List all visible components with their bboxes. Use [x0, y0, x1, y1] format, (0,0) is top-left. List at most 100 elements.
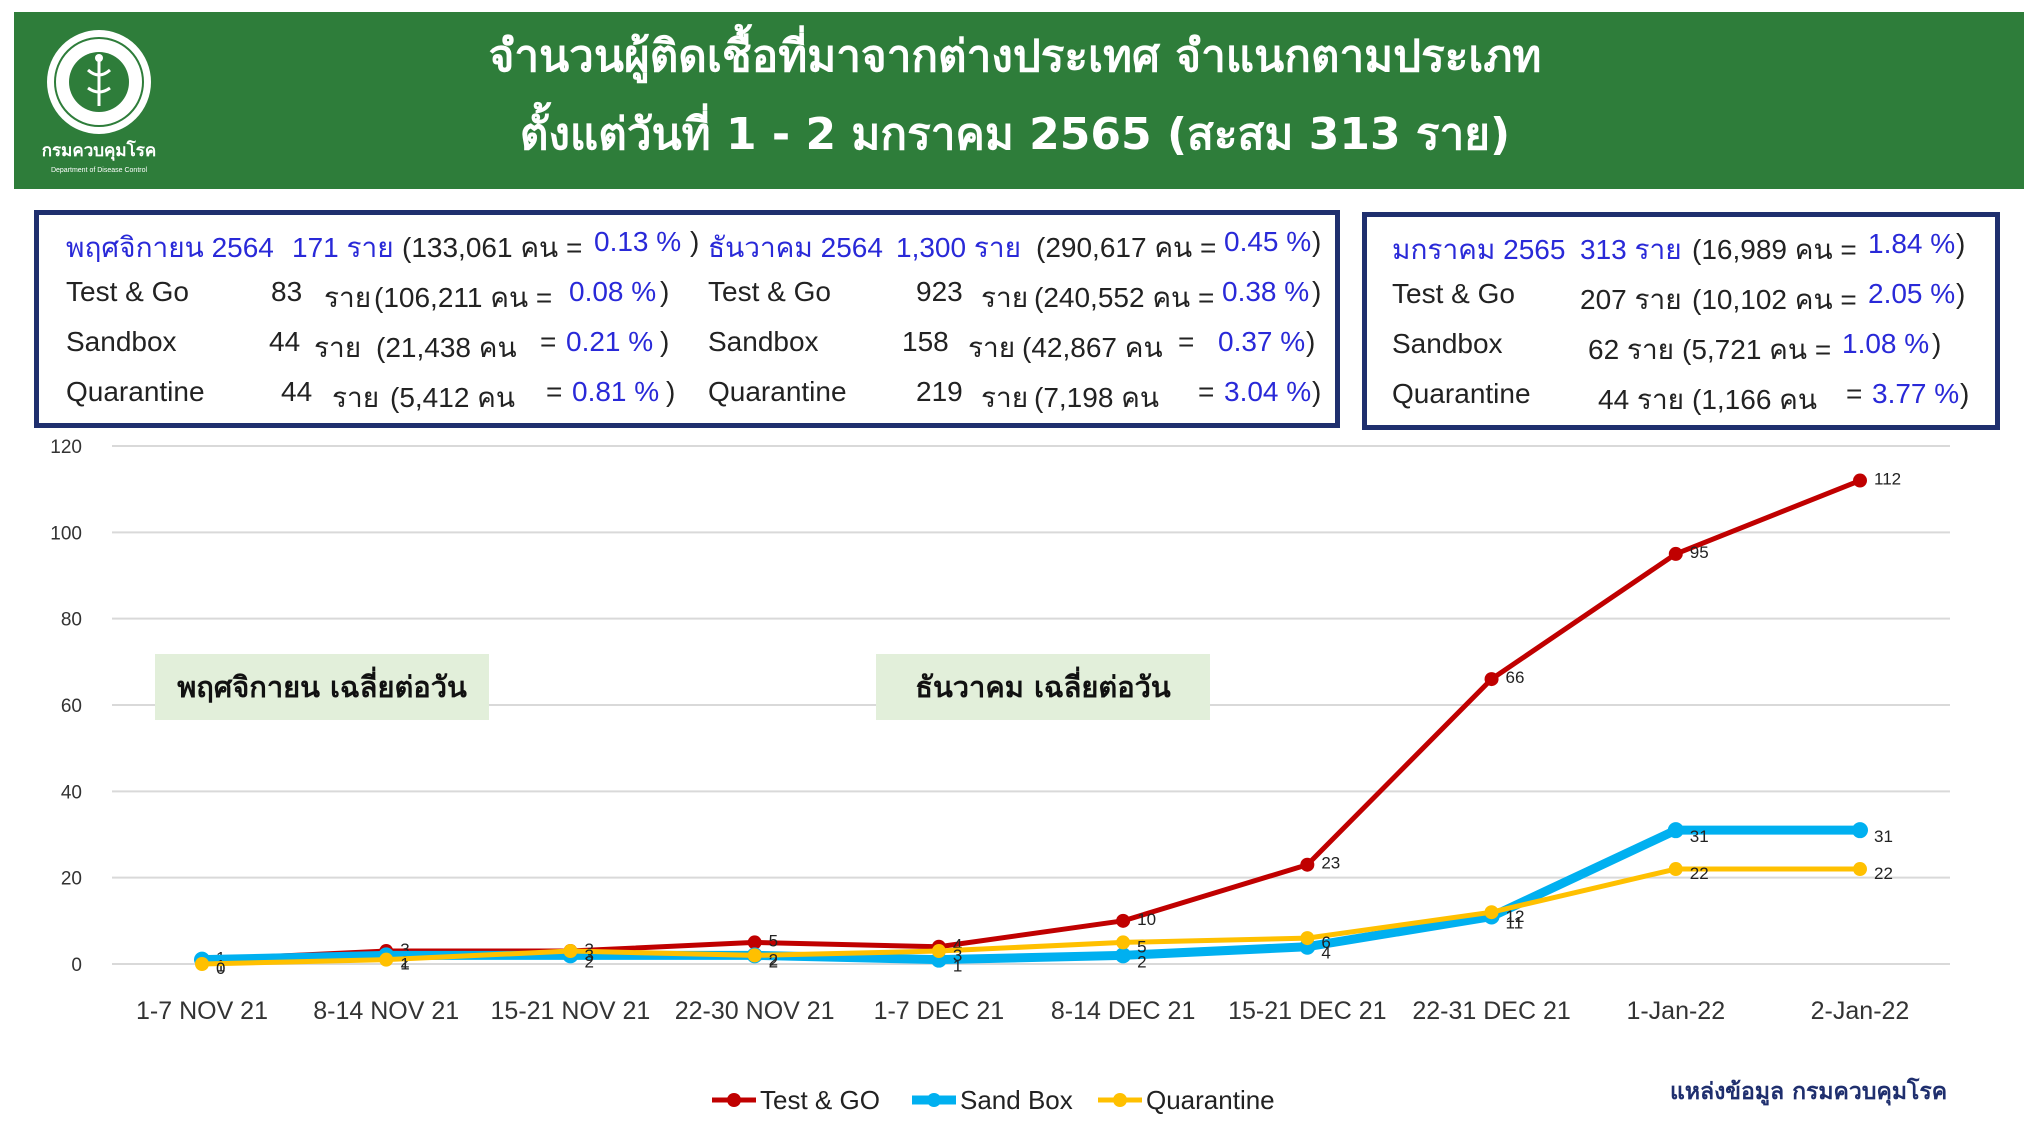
logo-text: กรมควบคุมโรค [42, 140, 157, 161]
data-label: 4 [953, 936, 962, 955]
data-label: 23 [1321, 854, 1340, 873]
data-label: 2 [769, 952, 778, 971]
row-people: (5,721 คน = [1682, 334, 1832, 365]
row-label: Test & Go [66, 276, 189, 307]
november-average-note: พฤศจิกายน เฉลี่ยต่อวัน [155, 654, 489, 720]
row-unit: ราย [314, 332, 362, 363]
row-people: (42,867 คน [1022, 332, 1163, 363]
row-unit: ราย [968, 332, 1016, 363]
nov-total: 171 ราย [292, 232, 394, 263]
x-tick-label: 1-7 DEC 21 [874, 997, 1005, 1025]
jan-sandbox-row: Sandbox 62 ราย (5,721 คน = 1.08 % ) [1392, 328, 1992, 365]
row-eq: = [1178, 326, 1195, 357]
row-pct: 3.77 % [1872, 378, 1960, 409]
row-count: 158 [902, 326, 949, 357]
x-tick-label: 15-21 DEC 21 [1228, 997, 1386, 1025]
row-count: 923 [916, 276, 963, 307]
data-label: 1 [400, 955, 409, 974]
row-unit: ราย [981, 382, 1029, 413]
summary-box-jan [1362, 212, 2000, 430]
y-tick-label: 20 [61, 869, 82, 890]
row-eq: = [546, 376, 563, 407]
row-count: 44 [281, 376, 313, 407]
legend-label: Quarantine [1146, 1085, 1275, 1115]
row-unit: ราย [981, 282, 1029, 313]
row-pct: 1.08 % [1842, 328, 1930, 359]
data-label: 31 [1874, 827, 1893, 846]
data-point [195, 957, 209, 971]
row-eq: = [1846, 378, 1863, 409]
data-point [1484, 905, 1499, 920]
data-point [1668, 862, 1683, 877]
dec-close: ) [1312, 226, 1322, 257]
data-label: 2 [1137, 952, 1146, 971]
row-eq: = [1198, 376, 1215, 407]
row-label: Quarantine [1392, 378, 1531, 409]
jan-total: 313 ราย [1580, 234, 1682, 265]
legend-label: Sand Box [960, 1085, 1073, 1115]
data-point [1300, 931, 1315, 946]
row-label: Sandbox [1392, 328, 1503, 359]
data-point [563, 944, 578, 959]
row-label: Test & Go [1392, 278, 1515, 309]
dec-people: (290,617 คน = [1036, 232, 1217, 263]
row-pct: 0.08 % [569, 276, 657, 307]
data-label: 10 [1137, 910, 1156, 929]
data-point [379, 952, 394, 967]
y-tick-label: 100 [50, 523, 82, 544]
nov-people: (133,061 คน = [402, 232, 583, 263]
row-unit: ราย [324, 282, 372, 313]
nov-sandbox-row: Sandbox 44 ราย (21,438 คน = 0.21 % ) [66, 326, 706, 363]
x-tick-label: 8-14 NOV 21 [313, 997, 459, 1025]
y-tick-label: 0 [71, 955, 82, 976]
data-point [1115, 947, 1132, 964]
row-pct: 0.37 % [1218, 326, 1306, 357]
data-label: 11 [1506, 914, 1524, 933]
row-people: (1,166 คน [1692, 384, 1818, 415]
row-people: (106,211 คน = [374, 282, 553, 313]
data-point [931, 944, 946, 959]
y-tick-label: 120 [50, 437, 82, 458]
data-point [1116, 935, 1131, 950]
jan-quarantine-row: Quarantine 44 ราย (1,166 คน = 3.77 % ) [1392, 378, 1992, 415]
series-line-0 [201, 478, 1861, 963]
nov-testgo-row: Test & Go 83 ราย (106,211 คน = 0.08 % ) [66, 276, 706, 313]
row-close: ) [666, 376, 676, 407]
row-count: 83 [271, 276, 303, 307]
summary-box-nov-dec [34, 210, 1340, 428]
legend-swatch-marker [1113, 1093, 1127, 1107]
dec-month: ธันวาคม 2564 [708, 232, 883, 263]
row-pct: 0.38 % [1222, 276, 1310, 307]
row-label: Test & Go [708, 276, 831, 307]
row-close: ) [1306, 326, 1316, 357]
row-close: ) [1956, 278, 1966, 309]
row-close: ) [1932, 328, 1942, 359]
data-point [747, 948, 762, 963]
data-point [1853, 473, 1867, 488]
row-label: Quarantine [66, 376, 205, 407]
row-label: Quarantine [708, 376, 847, 407]
row-label: Sandbox [708, 326, 819, 357]
page-title-line1: จำนวนผู้ติดเชื้อที่มาจากต่างประเทศ จำแนก… [488, 31, 1542, 82]
y-tick-label: 80 [61, 610, 82, 631]
jan-pct: 1.84 % [1868, 228, 1956, 259]
row-label: Sandbox [66, 326, 177, 357]
x-tick-label: 1-7 NOV 21 [136, 997, 268, 1025]
row-pct: 0.21 % [566, 326, 654, 357]
row-close: ) [660, 276, 670, 307]
row-pct: 2.05 % [1868, 278, 1956, 309]
data-label: 3 [584, 946, 593, 965]
jan-header-row: มกราคม 2565 313 ราย (16,989 คน = 1.84 % … [1392, 228, 1992, 265]
nov-pct: 0.13 % [594, 226, 682, 257]
december-average-note: ธันวาคม เฉลี่ยต่อวัน [876, 654, 1210, 720]
legend-label: Test & GO [760, 1085, 880, 1115]
logo-subtext: Department of Disease Control [51, 167, 148, 174]
dec-pct: 0.45 % [1224, 226, 1312, 257]
data-label: 2 [400, 952, 409, 971]
data-label: 66 [1506, 668, 1525, 687]
chart-legend: Test & GO Sand Box Quarantine [712, 1085, 1275, 1115]
row-pct: 0.81 % [572, 376, 660, 407]
data-label: 2 [584, 952, 593, 971]
x-tick-label: 22-30 NOV 21 [675, 997, 835, 1025]
